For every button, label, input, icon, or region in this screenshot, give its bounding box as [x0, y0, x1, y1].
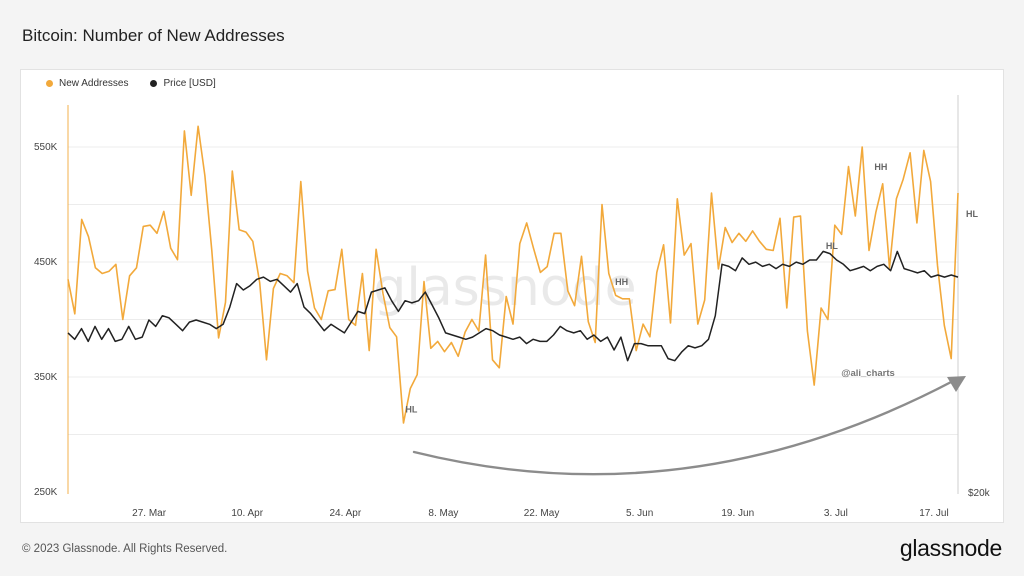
annotation-hl-4: HL [966, 209, 978, 219]
x-tick-label: 24. Apr [329, 508, 361, 519]
annotation-hl-2: HL [826, 241, 838, 251]
y-tick-label: 250K [34, 487, 58, 498]
trend-arrow-head [947, 376, 966, 392]
annotation-hh-3: HH [874, 162, 887, 172]
annotation-hl-0: HL [405, 405, 417, 415]
trend-arrow [412, 378, 957, 476]
x-tick-label: 3. Jul [824, 508, 848, 519]
grid [67, 95, 959, 494]
x-tick-label: 22. May [524, 508, 560, 519]
annotations-layer: HL HH HL HH HL @ali_charts [405, 162, 979, 476]
series-new-addresses [67, 125, 959, 424]
legend: New Addresses Price [USD] [46, 78, 216, 89]
glassnode-logo[interactable]: glassnode [899, 535, 1002, 561]
x-tick-label: 19. Jun [721, 508, 754, 519]
x-tick-label: 8. May [428, 508, 458, 519]
handle-ali-charts: @ali_charts [841, 368, 895, 379]
legend-label-new-addresses: New Addresses [59, 78, 129, 89]
legend-label-price: Price [USD] [163, 78, 216, 89]
x-tick-label: 10. Apr [231, 508, 263, 519]
footer-copyright: © 2023 Glassnode. All Rights Reserved. [22, 543, 228, 555]
x-axis: 27. Mar 10. Apr 24. Apr 8. May 22. May 5. Jun… [132, 508, 949, 519]
y-tick-label: 350K [34, 372, 58, 383]
legend-item-price[interactable]: Price [USD] [150, 78, 216, 89]
y-right-tick-label: $20k [968, 488, 991, 499]
series-layer [67, 125, 959, 424]
y-tick-label: 550K [34, 142, 58, 153]
x-tick-label: 17. Jul [919, 508, 948, 519]
annotation-hh-1: HH [615, 277, 628, 287]
page-title: Bitcoin: Number of New Addresses [22, 26, 285, 45]
y-tick-label: 450K [34, 257, 58, 268]
legend-dot-new-addresses [46, 80, 53, 87]
legend-item-new-addresses[interactable]: New Addresses [46, 78, 128, 89]
y-axis: 550K 450K 350K 250K $20k [34, 142, 991, 499]
legend-dot-price [150, 80, 158, 87]
x-tick-label: 5. Jun [626, 508, 653, 519]
x-tick-label: 27. Mar [132, 508, 167, 519]
series-price [67, 250, 959, 362]
